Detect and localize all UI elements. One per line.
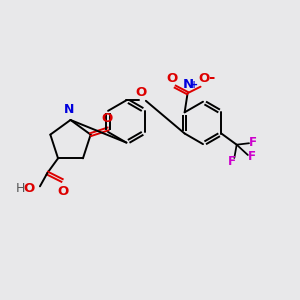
Text: O: O [23, 182, 34, 195]
Text: -: - [208, 70, 215, 85]
Text: F: F [228, 155, 236, 168]
Text: O: O [58, 185, 69, 198]
Text: N: N [64, 103, 74, 116]
Text: +: + [190, 80, 198, 90]
Text: O: O [166, 72, 177, 85]
Text: O: O [101, 112, 112, 125]
Text: F: F [248, 150, 256, 163]
Text: O: O [136, 86, 147, 99]
Text: F: F [249, 136, 257, 149]
Text: H: H [16, 182, 25, 195]
Text: N: N [183, 78, 194, 92]
Text: O: O [198, 72, 210, 85]
